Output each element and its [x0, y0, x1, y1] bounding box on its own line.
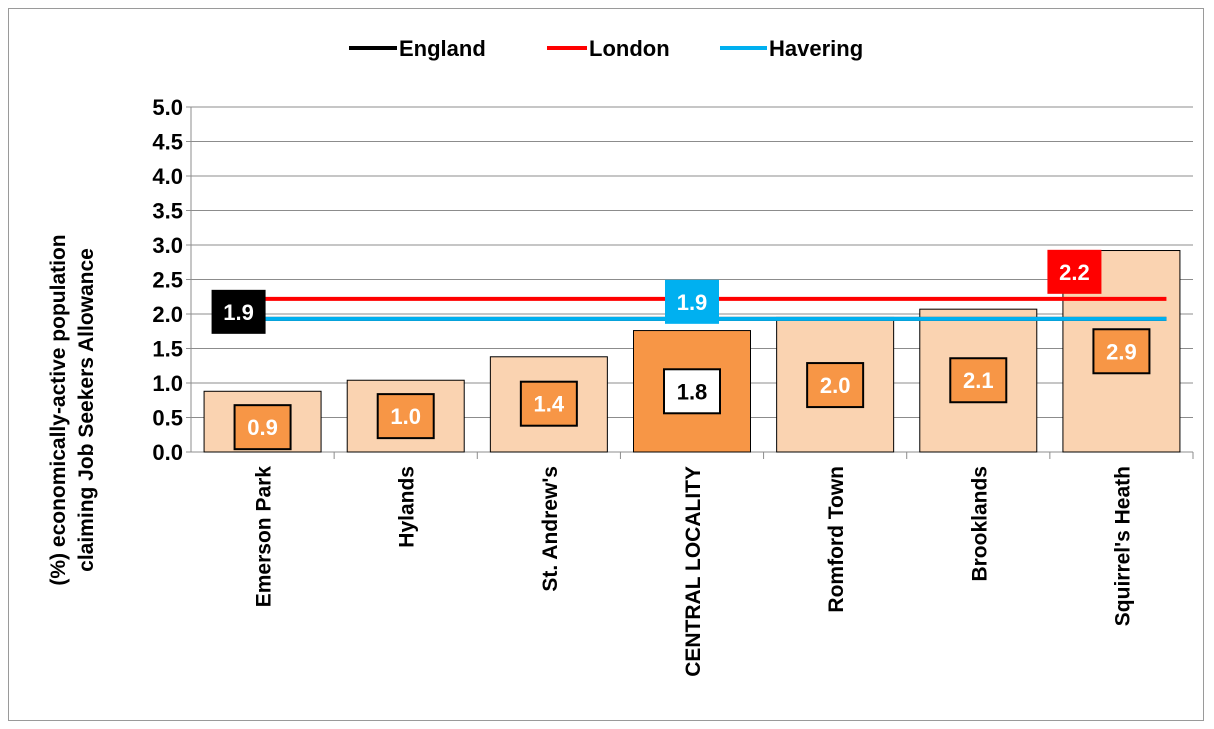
y-tick-label: 1.5 — [152, 337, 183, 362]
legend-label-london: London — [589, 36, 670, 61]
data-label-box-st-andrew-s — [519, 380, 578, 427]
y-tick-label: 0.5 — [152, 406, 183, 431]
x-tick-label: Emerson Park — [253, 466, 276, 608]
y-tick-label: 2.5 — [152, 268, 183, 293]
legend-label-england: England — [399, 36, 486, 61]
data-label-box-brooklands — [949, 357, 1008, 404]
y-tick-label: 4.0 — [152, 164, 183, 189]
y-tick-label: 2.0 — [152, 302, 183, 327]
y-tick-label: 0.0 — [152, 440, 183, 465]
data-label-box-central-locality — [663, 368, 721, 415]
y-tick-label: 3.5 — [152, 199, 183, 224]
data-label-brooklands: 2.1 — [963, 368, 994, 393]
x-tick-label: Squirrel's Heath — [1111, 466, 1134, 626]
x-tick-label: Brooklands — [968, 466, 991, 582]
y-tick-label: 3.0 — [152, 233, 183, 258]
y-tick-label: 4.5 — [152, 130, 183, 155]
reference-label-havering: 1.9 — [677, 290, 708, 315]
x-tick-label: Hylands — [396, 466, 419, 548]
x-tick-label: CENTRAL LOCALITY — [682, 466, 705, 677]
reference-label-box-havering — [665, 279, 719, 324]
data-label-romford-town: 2.0 — [820, 373, 851, 398]
x-tick-label: St. Andrew's — [539, 466, 562, 592]
y-tick-label: 5.0 — [152, 95, 183, 120]
data-label-box-squirrel-s-heath — [1092, 328, 1151, 375]
reference-label-london: 2.2 — [1059, 260, 1090, 285]
reference-label-box-england — [211, 289, 266, 334]
reference-label-box-london — [1047, 249, 1102, 294]
bars — [203, 250, 1181, 453]
y-axis-label: (%) economically-active population claimi… — [47, 234, 98, 585]
bar-data-labels: 0.9 1.0 1.4 1.8 2.0 2.1 2.9 — [233, 328, 1151, 451]
x-axis-ticks: Emerson Park Hylands St. Andrew's CENTRAL L… — [253, 452, 1194, 677]
reference-label-england: 1.9 — [223, 300, 254, 325]
data-label-squirrel-s-heath: 2.9 — [1106, 339, 1137, 364]
data-label-central-locality: 1.8 — [677, 379, 708, 404]
reference-lines: 1.9 2.2 1.9 — [211, 249, 1167, 334]
x-tick-label: Romford Town — [825, 466, 848, 613]
data-label-hylands: 1.0 — [390, 404, 421, 429]
legend: England London Havering — [349, 36, 863, 61]
data-label-box-hylands — [376, 393, 435, 440]
data-label-emerson-park: 0.9 — [247, 415, 278, 440]
y-tick-label: 1.0 — [152, 371, 183, 396]
data-label-box-emerson-park — [233, 404, 292, 451]
data-label-st-andrew-s: 1.4 — [534, 392, 565, 417]
y-axis-ticks: 0.0 0.5 1.0 1.5 2.0 2.5 3.0 3.5 4.0 4.5 5.0 — [152, 95, 191, 465]
legend-label-havering: Havering — [769, 36, 863, 61]
data-label-box-romford-town — [806, 362, 865, 409]
